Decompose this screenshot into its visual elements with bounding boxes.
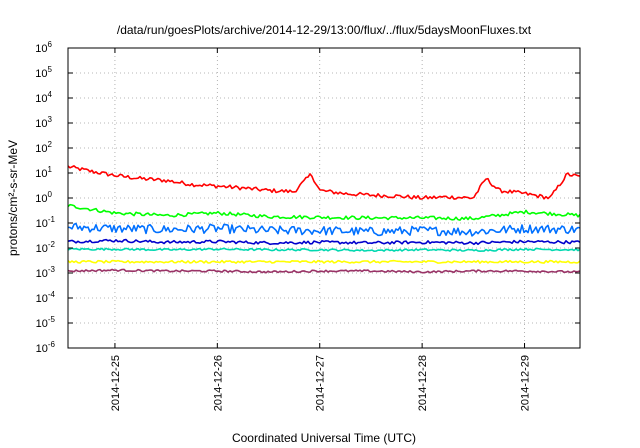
x-tick-label: 2014-12-26 [212,355,224,411]
series-line [67,259,581,264]
y-tick-label: 104 [35,90,52,105]
x-tick-label: 2014-12-27 [315,355,327,411]
y-axis-label: protons/cm²-s-sr-MeV [6,140,20,256]
series-layer [67,165,581,274]
y-tick-label: 10-6 [36,340,56,355]
series-line [67,238,581,246]
x-axis-label: Coordinated Universal Time (UTC) [232,431,416,445]
series-line [67,222,581,237]
x-tick-label: 2014-12-28 [417,355,429,411]
y-tick-label: 10-4 [36,290,56,305]
series-line [67,268,581,274]
y-tick-label: 10-2 [36,240,56,255]
y-tick-label: 100 [35,190,52,205]
y-tick-label: 105 [35,65,52,80]
chart-title: /data/run/goesPlots/archive/2014-12-29/1… [117,23,532,37]
y-tick-label: 10-5 [36,315,56,330]
series-line [67,165,581,200]
y-tick-label: 10-1 [36,215,56,230]
y-tick-label: 10-3 [36,265,56,280]
series-line [67,247,581,252]
y-tick-label: 103 [35,115,52,130]
grid [68,48,580,348]
y-tick-label: 102 [35,140,52,155]
series-line [67,203,581,221]
x-tick-label: 2014-12-29 [520,355,532,411]
y-tick-label: 106 [35,40,52,55]
y-tick-label: 101 [35,165,52,180]
ticks: 10-6 10-5 10-4 10-3 10-2 10-1 100 101 102 103 104 1… [35,40,580,411]
x-tick-label: 2014-12-25 [110,355,122,411]
